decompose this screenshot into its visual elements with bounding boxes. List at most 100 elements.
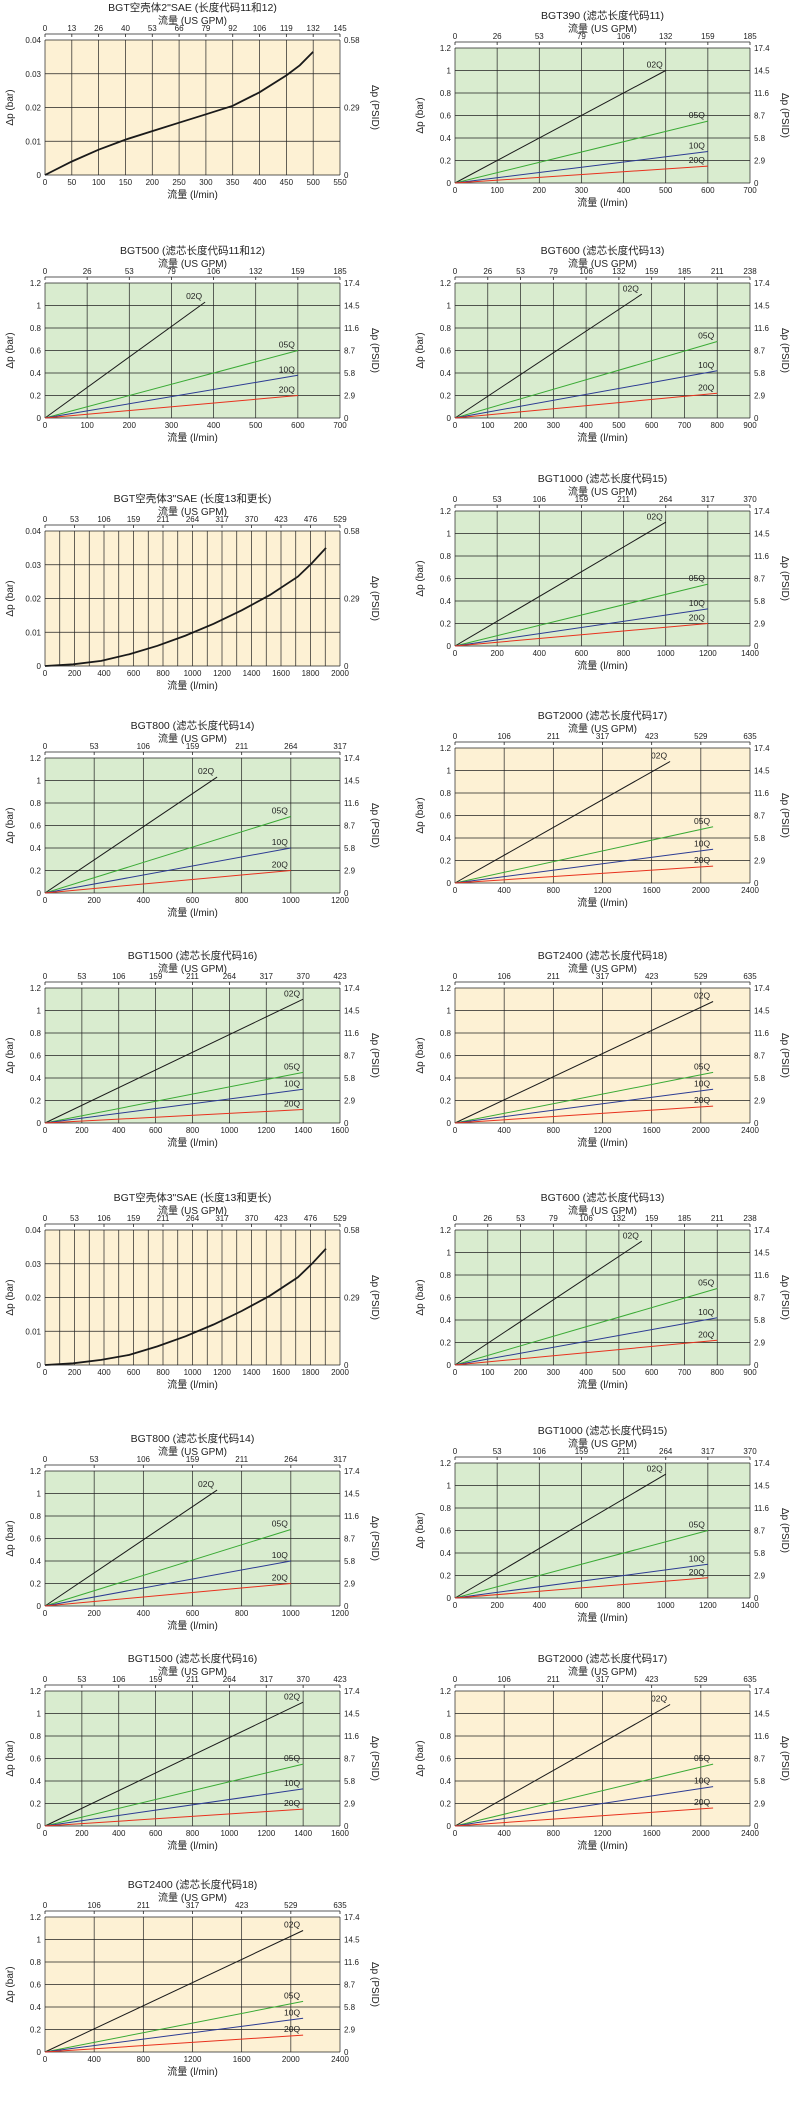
chart-panel-2: BGT500 (滤芯长度代码11和12) 流量 (US GPM) 0 100 200 30…: [0, 243, 385, 463]
y-tick-label: 1: [447, 530, 452, 539]
x-tick-label: 400: [207, 421, 221, 430]
right-tick-label: 8.7: [754, 575, 766, 584]
x-tick-label: 900: [743, 1368, 757, 1377]
series-label: 10Q: [698, 1307, 714, 1317]
right-tick-label: 11.6: [344, 1029, 360, 1038]
x-tick-label: 200: [75, 1829, 89, 1838]
right-tick-label: 0: [344, 414, 349, 423]
chart-8: BGT1500 (滤芯长度代码16)流量 (US GPM) 0 200 400 600 8…: [5, 949, 380, 1149]
x-tick-label: 50: [67, 178, 76, 187]
y2-axis-label: Δp (PSID): [779, 328, 790, 373]
x-axis-label: 流量 (l/min): [167, 2065, 218, 2078]
series-label: 20Q: [279, 385, 295, 395]
x-axis-label: 流量 (l/min): [577, 1611, 628, 1624]
x-tick-label: 600: [645, 421, 659, 430]
series-line-20Q: [454, 1577, 708, 1599]
x-axis-label: 流量 (l/min): [577, 1378, 628, 1391]
right-tick-label: 5.8: [344, 369, 356, 378]
x-tick-label: 0: [43, 1609, 48, 1618]
x-tick-label: 2400: [331, 2055, 349, 2064]
chart-panel-16: BGT2400 (滤芯长度代码18) 流量 (US GPM) 0 400 800 1200…: [0, 1877, 385, 2097]
y-tick-label: 0.8: [30, 1732, 42, 1741]
right-tick-label: 8.7: [754, 812, 766, 821]
top-tick-label: 423: [274, 1214, 288, 1223]
y2-axis-label: Δp (PSID): [779, 556, 790, 601]
right-tick-label: 11.6: [344, 1958, 360, 1967]
y-tick-label: 0.4: [30, 844, 42, 853]
series-line-10Q: [44, 2017, 304, 2053]
x-tick-label: 1200: [213, 669, 231, 678]
right-tick-label: 5.8: [344, 1777, 356, 1786]
y-tick-label: 0.6: [30, 1981, 42, 1990]
chart-title: BGT390 (滤芯长度代码11): [541, 9, 664, 22]
top-tick-label: 53: [535, 32, 544, 41]
series-label: 20Q: [694, 855, 710, 865]
x-tick-label: 700: [743, 186, 757, 195]
x-tick-label: 0: [453, 1126, 458, 1135]
x-tick-label: 1400: [243, 669, 261, 678]
top-tick-label: 159: [645, 1214, 659, 1223]
top-tick-label: 106: [617, 32, 631, 41]
chart-0: BGT空壳体2"SAE (长度代码11和12)流量 (US GPM) 0 50 100…: [5, 1, 380, 201]
y-tick-label: 0.8: [440, 1271, 452, 1280]
chart-panel-8: BGT1500 (滤芯长度代码16) 流量 (US GPM) 0 200 400 600 8…: [0, 948, 385, 1168]
top-tick-label: 0: [453, 495, 458, 504]
right-tick-label: 11.6: [344, 1732, 360, 1741]
top-tick-label: 106: [497, 1675, 511, 1684]
top-tick-label: 159: [127, 1214, 141, 1223]
top-axis-label: 流量 (US GPM): [568, 22, 637, 35]
top-tick-label: 529: [284, 1901, 298, 1910]
right-tick-label: 2.9: [754, 620, 766, 629]
series-label: 10Q: [284, 1778, 300, 1788]
series-line-10Q: [44, 1788, 304, 1827]
series-line-20Q: [454, 1339, 718, 1366]
x-tick-label: 600: [149, 1829, 163, 1838]
x-tick-label: 200: [514, 421, 528, 430]
series-line-02Q: [454, 1240, 643, 1366]
top-tick-label: 79: [577, 32, 586, 41]
x-tick-label: 1200: [594, 1126, 612, 1135]
top-tick-label: 132: [612, 267, 626, 276]
x-tick-label: 900: [743, 421, 757, 430]
top-tick-label: 106: [497, 732, 511, 741]
x-tick-label: 400: [497, 1126, 511, 1135]
x-tick-label: 1600: [272, 669, 290, 678]
series-label: 10Q: [272, 837, 288, 847]
top-axis-label: 流量 (US GPM): [158, 1445, 227, 1458]
x-tick-label: 800: [156, 1368, 170, 1377]
right-tick-label: 2.9: [754, 1572, 766, 1581]
right-tick-label: 2.9: [344, 392, 356, 401]
series-label: 05Q: [272, 1519, 288, 1529]
top-tick-label: 106: [137, 742, 151, 751]
top-tick-label: 211: [157, 515, 170, 524]
y-tick-label: 0: [447, 414, 452, 423]
chart-9: BGT2400 (滤芯长度代码18)流量 (US GPM)0 400 800 1200…: [415, 949, 790, 1149]
y-tick-label: 0.2: [30, 1800, 42, 1809]
y-tick-label: 1.2: [440, 507, 452, 516]
y-tick-label: 1: [447, 1007, 452, 1016]
right-tick-label: 8.7: [754, 1755, 766, 1764]
x-tick-label: 500: [249, 421, 263, 430]
y-tick-label: 1.2: [30, 754, 42, 763]
x-axis-label: 流量 (l/min): [167, 1839, 218, 1852]
right-tick-label: 11.6: [754, 1732, 770, 1741]
x-tick-label: 300: [165, 421, 179, 430]
top-axis-label: 流量 (US GPM): [568, 722, 637, 735]
chart-3: BGT600 (滤芯长度代码13)流量 (US GPM)0 100 200 300 40…: [415, 244, 790, 444]
x-tick-label: 500: [307, 178, 321, 187]
top-tick-label: 159: [149, 1675, 163, 1684]
chart-title: BGT2000 (滤芯长度代码17): [538, 709, 668, 722]
top-tick-label: 106: [112, 972, 126, 981]
top-tick-label: 317: [333, 742, 347, 751]
top-tick-label: 264: [223, 1675, 237, 1684]
y-tick-label: 0.2: [440, 1097, 452, 1106]
y-tick-label: 1.2: [440, 279, 452, 288]
y-tick-label: 0: [37, 171, 42, 180]
top-tick-label: 106: [97, 515, 111, 524]
y-tick-label: 0.6: [440, 1527, 452, 1536]
x-tick-label: 1200: [699, 1601, 717, 1610]
x-tick-label: 800: [186, 1829, 200, 1838]
right-tick-label: 5.8: [754, 1777, 766, 1786]
top-tick-label: 423: [645, 972, 659, 981]
series-line-10Q: [454, 1786, 714, 1827]
